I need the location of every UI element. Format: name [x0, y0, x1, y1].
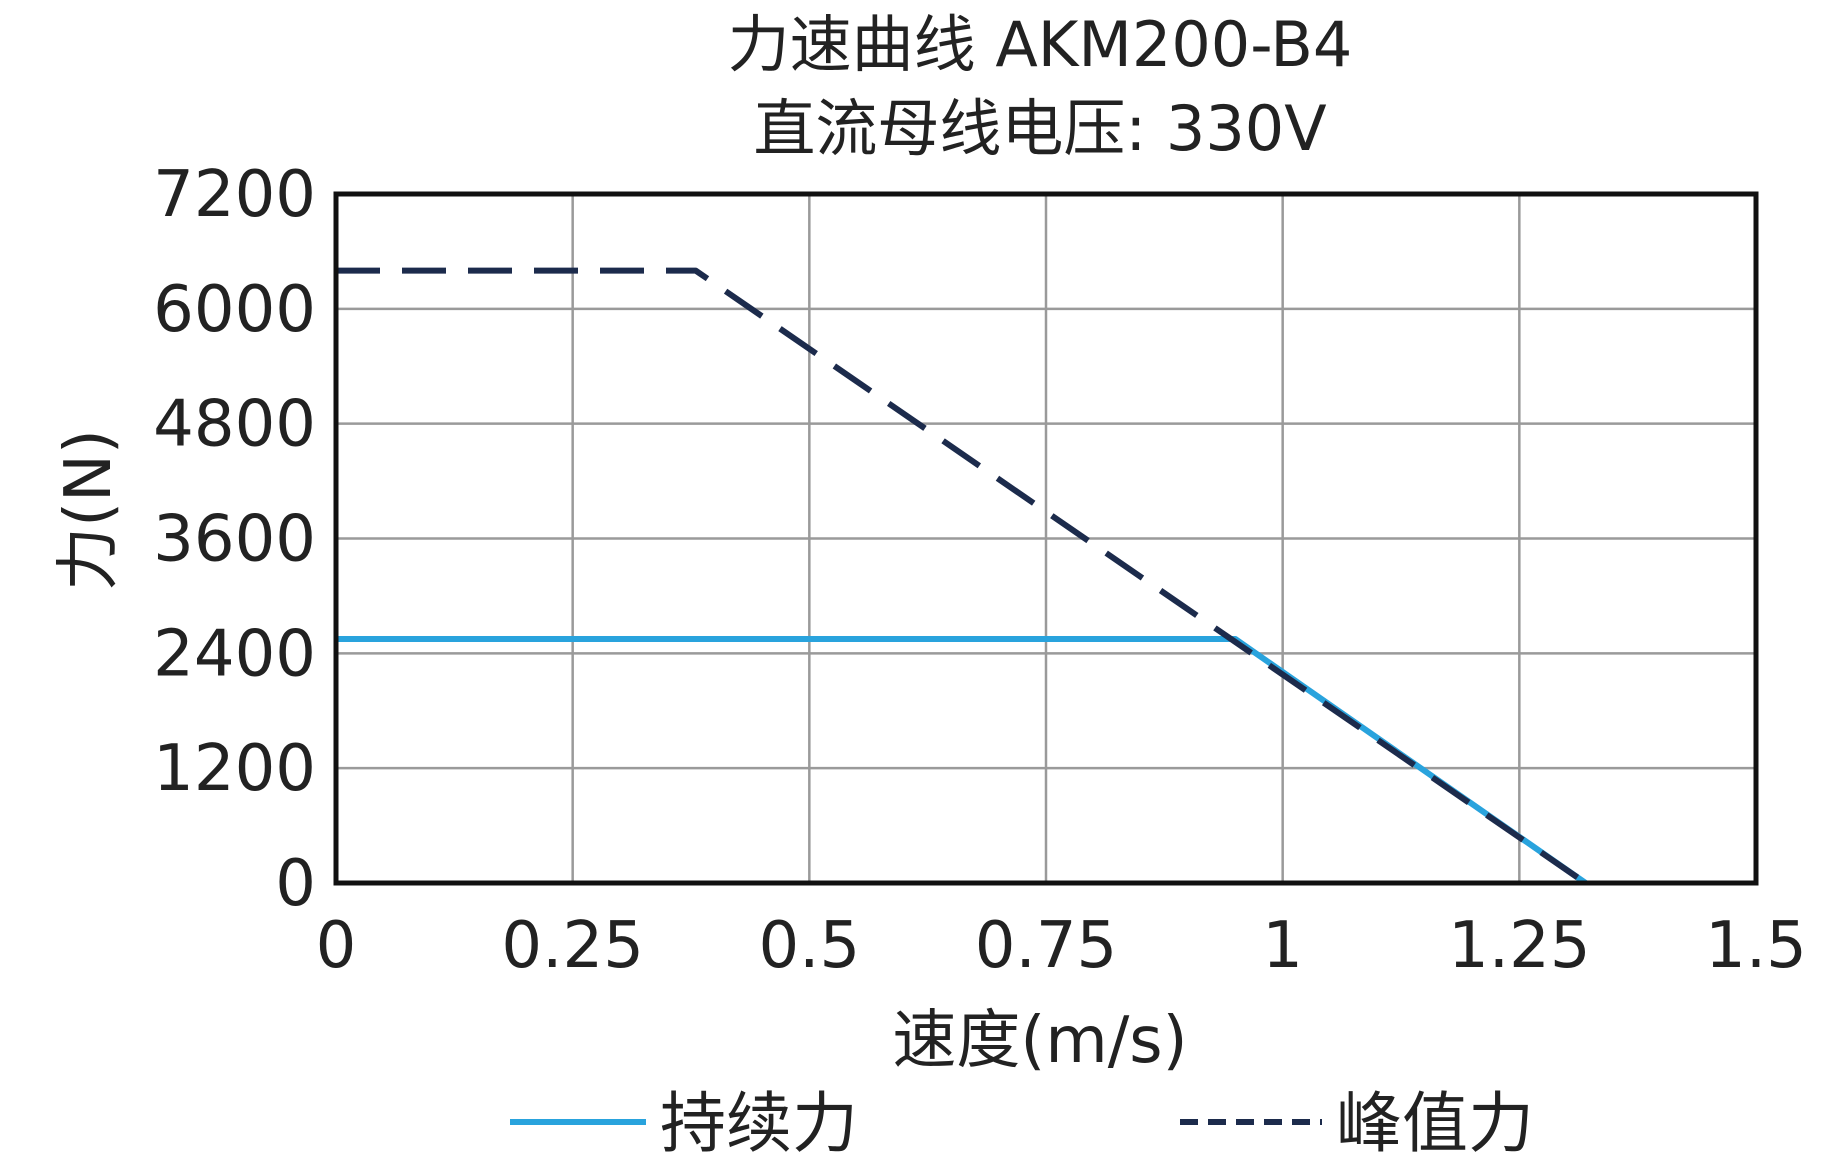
legend-label: 持续力: [660, 1085, 858, 1158]
y-tick-label: 7200: [153, 158, 316, 232]
x-tick-label: 0.75: [975, 909, 1118, 983]
x-tick-label: 0.5: [758, 909, 860, 983]
x-tick-label: 0.25: [501, 909, 644, 983]
legend: 持续力 峰值力: [510, 1085, 1534, 1158]
x-tick-label: 1.5: [1705, 909, 1807, 983]
x-tick-label: 1: [1262, 909, 1303, 983]
grid-lines: [336, 194, 1756, 883]
y-tick-label: 0: [275, 847, 316, 921]
x-axis-title: 速度(m/s): [892, 1004, 1187, 1078]
x-tick-label: 1.25: [1448, 909, 1591, 983]
series-line-continuous: [336, 636, 1588, 886]
chart-title: 力速曲线 AKM200-B4: [728, 8, 1353, 81]
y-axis-title: 力(N): [52, 429, 126, 591]
y-tick-label: 4800: [153, 388, 316, 462]
legend-label: 峰值力: [1336, 1085, 1534, 1158]
y-tick-label: 6000: [153, 273, 316, 347]
y-tick-label: 1200: [153, 732, 316, 806]
y-tick-label: 3600: [153, 503, 316, 577]
y-tick-label: 2400: [153, 617, 316, 691]
plot-frame: [333, 191, 1759, 886]
series-line-peak: [336, 267, 1588, 886]
x-tick-label: 0: [316, 909, 357, 983]
tick-labels: 0 0.25 0.5 0.75 1 1.25 1.5 0 1200 2400 3600 4800 600…: [153, 158, 1807, 983]
series-lines: [336, 267, 1588, 886]
chart-subtitle: 直流母线电压: 330V: [753, 92, 1326, 165]
